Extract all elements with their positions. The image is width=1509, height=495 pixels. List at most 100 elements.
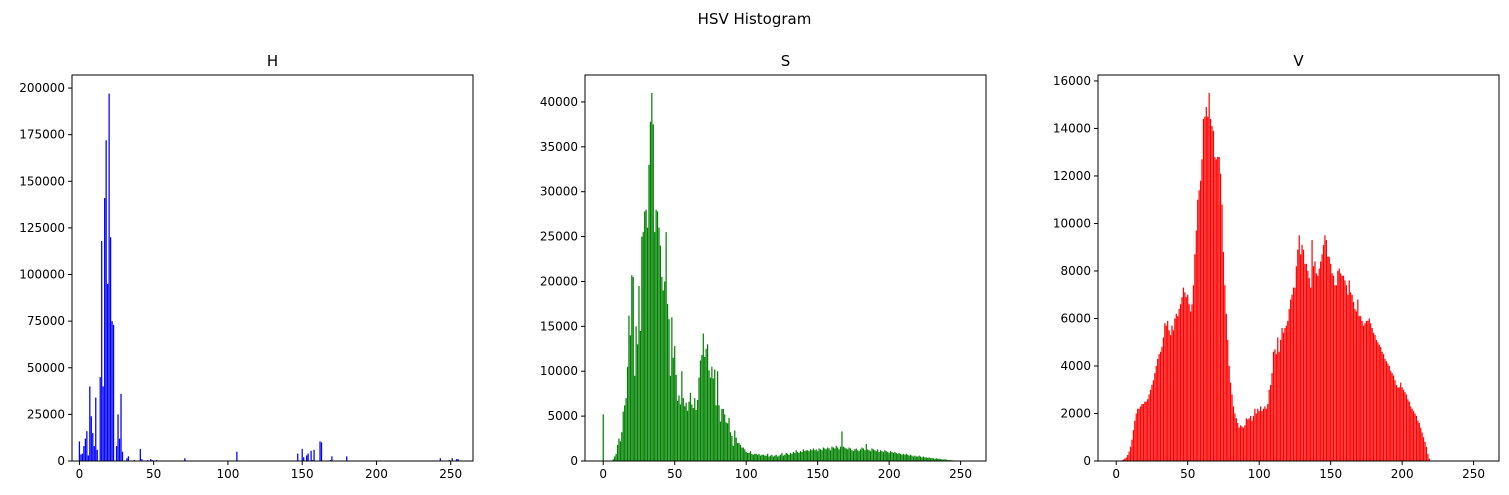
- histogram-bar-s: [815, 449, 817, 461]
- histogram-bar-s: [928, 457, 930, 461]
- x-tick-label: 200: [878, 467, 901, 481]
- histogram-bar-s: [705, 348, 707, 461]
- histogram-bar-h: [307, 453, 309, 461]
- histogram-bar-v: [1291, 294, 1293, 461]
- histogram-bar-s: [616, 444, 619, 461]
- x-tick-label: 250: [439, 467, 462, 481]
- histogram-bar-v: [1152, 380, 1155, 461]
- histogram-bar-v: [1304, 263, 1306, 461]
- histogram-bar-v: [1357, 299, 1359, 461]
- histogram-bar-v: [1300, 254, 1302, 461]
- histogram-bar-s: [615, 453, 617, 461]
- histogram-bar-s: [927, 457, 929, 461]
- histogram-bar-v: [1285, 325, 1287, 461]
- histogram-bar-s: [911, 455, 913, 461]
- histogram-bar-h: [83, 446, 85, 461]
- histogram-bar-v: [1277, 337, 1279, 461]
- histogram-bar-s: [902, 453, 905, 461]
- histogram-bar-s: [938, 458, 940, 461]
- y-tick-label: 10000: [540, 364, 578, 378]
- y-tick-label: 0: [57, 454, 65, 468]
- y-tick-label: 20000: [540, 274, 578, 288]
- histogram-bar-s: [621, 432, 623, 461]
- histogram-bar-v: [1158, 354, 1160, 461]
- histogram-bar-v: [1301, 244, 1303, 461]
- histogram-bar-s: [737, 443, 739, 461]
- histogram-bar-v: [1351, 294, 1353, 461]
- histogram-bar-s: [828, 448, 830, 461]
- histogram-bar-h: [104, 198, 106, 461]
- histogram-bar-s: [681, 371, 683, 461]
- histogram-bar-v: [1131, 439, 1133, 461]
- histogram-bar-v: [1148, 394, 1150, 461]
- y-tick-label: 0: [1083, 454, 1091, 468]
- histogram-bar-v: [1255, 413, 1257, 461]
- histogram-bar-v: [1350, 292, 1352, 461]
- y-tick-label: 2000: [1060, 406, 1091, 420]
- histogram-bar-s: [738, 443, 740, 461]
- histogram-bar-s: [645, 209, 647, 461]
- histogram-bar-s: [784, 454, 786, 461]
- histogram-bar-h: [236, 451, 238, 461]
- histogram-bar-v: [1260, 406, 1262, 461]
- histogram-bar-h: [184, 458, 186, 461]
- x-tick-label: 0: [599, 467, 607, 481]
- histogram-bar-v: [1377, 342, 1379, 461]
- histogram-bar-h: [115, 446, 118, 461]
- histogram-bar-s: [662, 290, 664, 461]
- histogram-bar-s: [874, 450, 876, 461]
- histogram-bar-s: [821, 450, 823, 461]
- histogram-bar-s: [827, 447, 829, 461]
- histogram-bar-s: [678, 395, 680, 461]
- histogram-bar-v: [1408, 401, 1410, 461]
- histogram-bar-v: [1361, 320, 1363, 461]
- histogram-bar-s: [682, 398, 684, 461]
- histogram-bar-s: [878, 452, 880, 461]
- histogram-bar-s: [904, 454, 906, 461]
- histogram-bar-v: [1321, 254, 1323, 461]
- histogram-bar-s: [785, 452, 787, 461]
- y-tick-label: 15000: [540, 319, 578, 333]
- histogram-bar-h: [84, 438, 86, 461]
- histogram-bar-s: [622, 411, 624, 461]
- histogram-bar-v: [1320, 261, 1322, 461]
- histogram-bar-v: [1257, 408, 1259, 461]
- histogram-bar-v: [1270, 384, 1272, 461]
- histogram-bar-v: [1314, 261, 1316, 461]
- histogram-bar-v: [1134, 420, 1136, 461]
- histogram-bar-s: [944, 459, 946, 461]
- histogram-bar-s: [722, 408, 724, 461]
- histogram-bar-s: [930, 458, 932, 461]
- histogram-bar-s: [745, 452, 747, 461]
- x-tick-label: 100: [1248, 467, 1271, 481]
- histogram-bar-s: [861, 447, 863, 461]
- histogram-bar-v: [1404, 392, 1406, 461]
- histogram-bar-s: [639, 330, 642, 461]
- histogram-bar-h: [319, 441, 321, 461]
- histogram-bar-s: [758, 453, 760, 461]
- histogram-bar-v: [1211, 126, 1213, 461]
- histogram-bar-s: [822, 447, 824, 461]
- histogram-bar-v: [1232, 406, 1235, 461]
- histogram-bar-v: [1397, 387, 1399, 461]
- histogram-bar-s: [829, 450, 832, 461]
- histogram-bar-s: [855, 448, 857, 461]
- histogram-bar-s: [838, 449, 840, 461]
- histogram-bar-v: [1354, 308, 1356, 461]
- histogram-bar-s: [907, 454, 909, 461]
- histogram-bar-s: [666, 303, 669, 461]
- histogram-bar-v: [1372, 332, 1375, 461]
- histogram-bar-v: [1388, 365, 1390, 461]
- histogram-bar-s: [892, 452, 895, 461]
- histogram-bar-s: [764, 455, 766, 461]
- histogram-bar-v: [1229, 382, 1232, 461]
- histogram-bar-v: [1271, 373, 1273, 461]
- histogram-bar-s: [638, 285, 640, 461]
- histogram-bar-s: [631, 275, 633, 461]
- y-tick-label: 150000: [19, 174, 65, 188]
- histogram-bar-s: [696, 399, 699, 461]
- histogram-bar-v: [1345, 285, 1347, 461]
- histogram-bar-v: [1311, 240, 1313, 461]
- histogram-bar-s: [636, 344, 639, 461]
- histogram-bar-s: [602, 414, 604, 461]
